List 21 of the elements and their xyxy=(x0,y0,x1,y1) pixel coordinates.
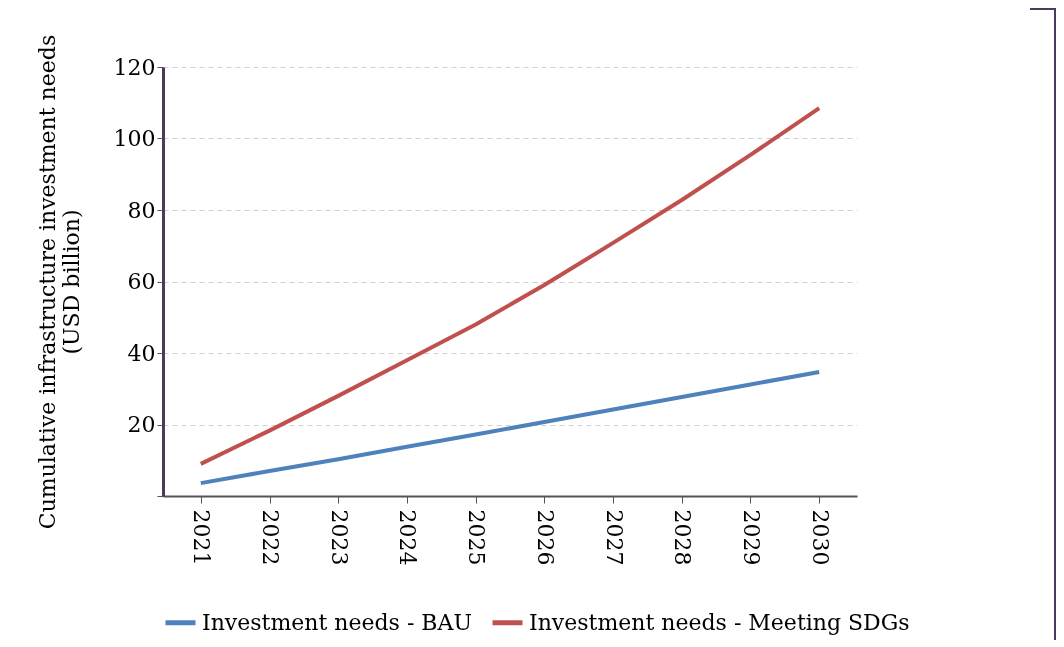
line-series xyxy=(198,369,822,486)
y-tick-label: 120 xyxy=(113,54,156,80)
x-tick-label: 2024 xyxy=(395,509,421,566)
x-tick-label: 2021 xyxy=(189,509,215,566)
y-axis-title: Cumulative infrastructure investment needs (USD billion) xyxy=(34,34,84,530)
y-tick-label: 20 xyxy=(127,412,156,437)
x-tick-label: 2025 xyxy=(464,509,490,566)
x-tick-label: 2022 xyxy=(258,509,283,566)
x-tick-label: 2023 xyxy=(326,509,352,566)
line-series xyxy=(198,106,822,466)
x-tick-label: 2029 xyxy=(739,509,764,566)
y-tick-label: 60 xyxy=(127,269,156,294)
y-tick-label: 80 xyxy=(127,197,156,223)
x-tick-label: 2026 xyxy=(532,509,558,566)
legend-label: Investment needs - BAU xyxy=(202,609,472,635)
y-tick-label: 40 xyxy=(127,340,156,366)
x-tick-label: 2027 xyxy=(601,509,627,566)
x-tick-label: 2028 xyxy=(670,509,696,566)
y-tick-label: 100 xyxy=(113,126,156,151)
legend-label: Investment needs - Meeting SDGs xyxy=(529,609,910,635)
x-tick-label: 2030 xyxy=(807,509,833,566)
